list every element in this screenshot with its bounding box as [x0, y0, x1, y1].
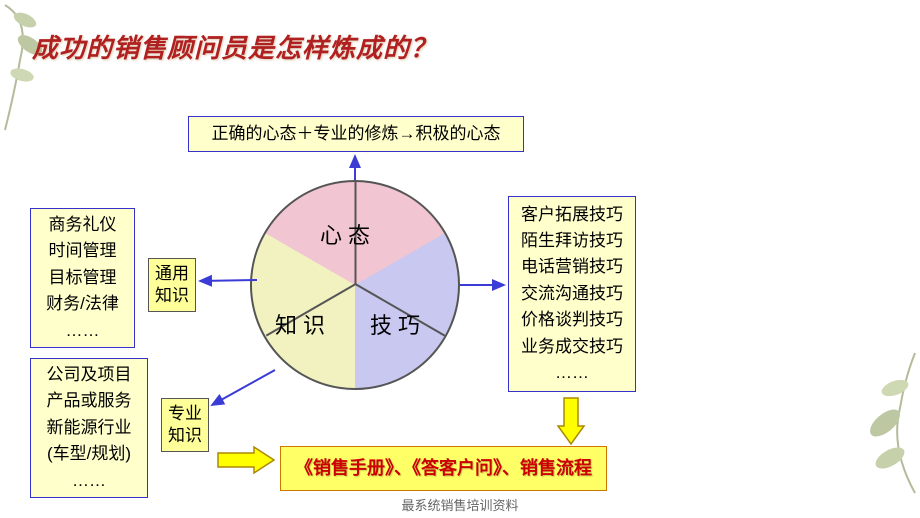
footer-caption: 最系统销售培训资料 — [0, 495, 920, 514]
fat-arrow-to-banner — [216, 445, 276, 475]
connector-arrows — [0, 0, 920, 518]
fat-arrow-skills-down — [556, 396, 586, 446]
